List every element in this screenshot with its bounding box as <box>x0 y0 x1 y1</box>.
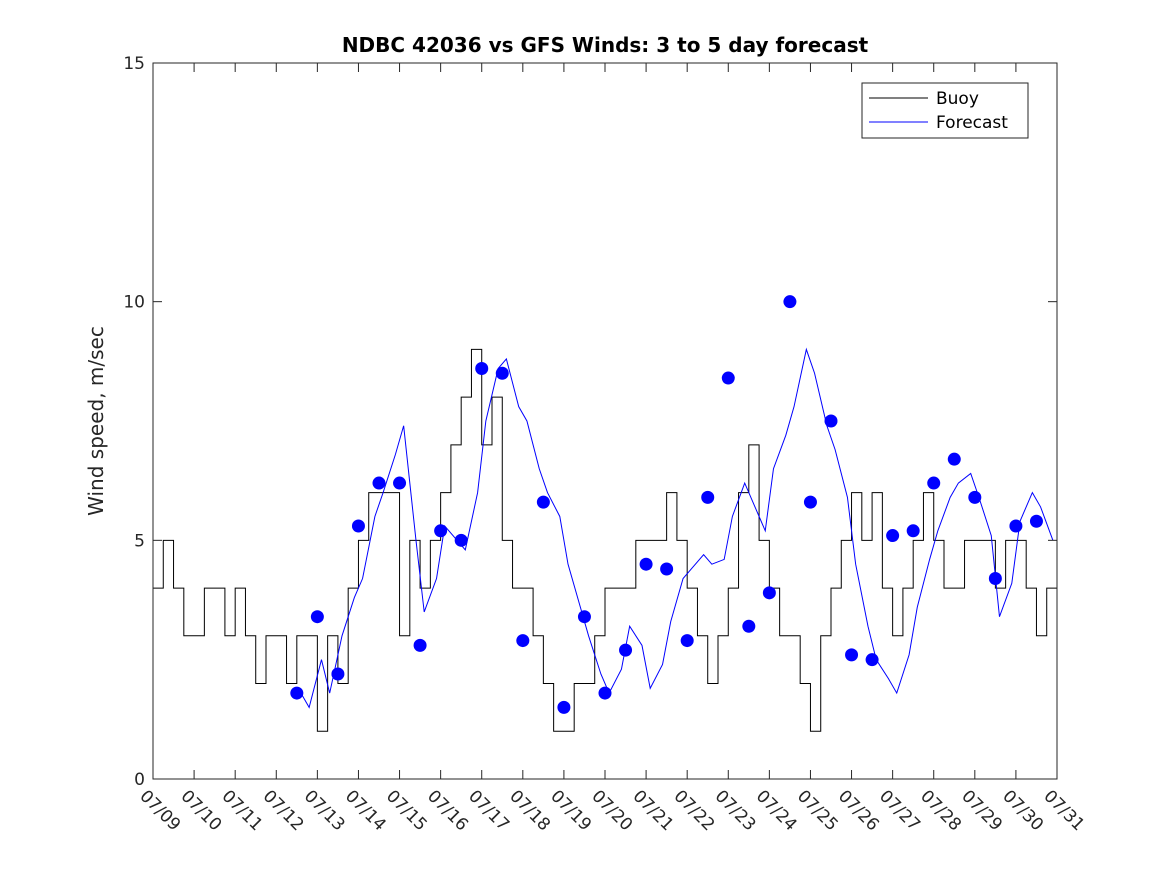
x-tick-label: 07/16 <box>423 786 472 835</box>
y-tick-label: 5 <box>134 531 145 551</box>
forecast-point <box>1029 514 1043 528</box>
forecast-point <box>968 490 982 504</box>
x-tick-label: 07/12 <box>259 786 308 835</box>
forecast-point <box>577 610 591 624</box>
forecast-line <box>300 347 1054 709</box>
plot-area <box>153 63 1057 779</box>
x-tick-label: 07/13 <box>300 786 349 835</box>
x-tick-label: 07/25 <box>793 786 842 835</box>
forecast-point <box>701 490 715 504</box>
forecast-point <box>803 495 817 509</box>
forecast-point <box>413 638 427 652</box>
y-tick-label: 15 <box>123 54 145 74</box>
x-tick-label: 07/22 <box>670 786 719 835</box>
legend: Buoy Forecast <box>861 82 1029 139</box>
x-tick-label: 07/24 <box>752 786 801 835</box>
forecast-point <box>906 524 920 538</box>
forecast-point <box>1009 519 1023 533</box>
x-tick-label: 07/17 <box>464 786 513 835</box>
forecast-point <box>947 452 961 466</box>
x-tick-label: 07/21 <box>629 786 678 835</box>
forecast-point <box>988 572 1002 586</box>
forecast-point <box>516 634 530 648</box>
x-tick-label: 07/10 <box>177 786 226 835</box>
x-tick-label: 07/14 <box>341 786 390 835</box>
forecast-point <box>290 686 304 700</box>
legend-buoy-label: Buoy <box>936 89 979 109</box>
forecast-point <box>372 476 386 490</box>
forecast-point <box>475 361 489 375</box>
legend-forecast-label: Forecast <box>936 113 1008 133</box>
x-tick-label: 07/09 <box>135 786 184 835</box>
forecast-point <box>454 533 468 547</box>
forecast-point <box>310 610 324 624</box>
forecast-point <box>865 653 879 667</box>
chart-title: NDBC 42036 vs GFS Winds: 3 to 5 day fore… <box>342 33 869 57</box>
x-tick-label: 07/28 <box>916 786 965 835</box>
forecast-point <box>660 562 674 576</box>
x-tick-label: 07/11 <box>218 786 267 835</box>
y-axis: 0 5 10 15 <box>123 54 1057 790</box>
forecast-point <box>783 295 797 309</box>
x-tick-label: 07/29 <box>957 786 1006 835</box>
y-tick-label: 0 <box>134 770 145 790</box>
x-tick-label: 07/23 <box>711 786 760 835</box>
y-tick-label: 10 <box>123 293 145 313</box>
forecast-point <box>845 648 859 662</box>
buoy-series-layer <box>153 348 1058 732</box>
x-tick-label: 07/31 <box>1039 786 1088 835</box>
forecast-point <box>927 476 941 490</box>
x-tick-label: 07/26 <box>834 786 883 835</box>
x-tick-label: 07/19 <box>546 786 595 835</box>
buoy-line <box>153 348 1058 732</box>
forecast-series-layer <box>300 347 1054 709</box>
forecast-point <box>536 495 550 509</box>
forecast-point <box>331 667 345 681</box>
forecast-point <box>393 476 407 490</box>
forecast-point <box>598 686 612 700</box>
forecast-point <box>742 619 756 633</box>
x-tick-label: 07/15 <box>382 786 431 835</box>
forecast-point <box>351 519 365 533</box>
forecast-point <box>434 524 448 538</box>
forecast-point <box>557 700 571 714</box>
forecast-point <box>619 643 633 657</box>
x-tick-label: 07/27 <box>875 786 924 835</box>
forecast-point <box>495 366 509 380</box>
forecast-point <box>680 634 694 648</box>
x-tick-label: 07/30 <box>998 786 1047 835</box>
x-tick-label: 07/20 <box>587 786 636 835</box>
y-axis-label: Wind speed, m/sec <box>84 326 108 516</box>
legend-box <box>861 82 1029 139</box>
x-tick-label: 07/18 <box>505 786 554 835</box>
forecast-point <box>762 586 776 600</box>
forecast-point <box>639 557 653 571</box>
forecast-point <box>824 414 838 428</box>
forecast-point <box>721 371 735 385</box>
forecast-marker-layer <box>290 295 1043 714</box>
forecast-point <box>886 529 900 543</box>
